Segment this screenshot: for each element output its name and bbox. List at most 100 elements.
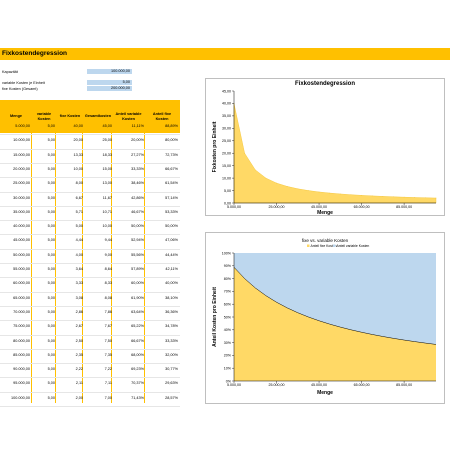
table-cell[interactable]: 45,00 — [102, 124, 112, 128]
table-cell[interactable]: 6,67 — [75, 195, 83, 200]
table-cell[interactable]: 20,00% — [131, 138, 144, 143]
table-cell[interactable]: 40.000,00 — [13, 224, 30, 229]
table-cell[interactable]: 38,10% — [165, 295, 178, 300]
table-cell[interactable]: 13,33 — [73, 152, 83, 157]
table-cell[interactable]: 2,11 — [75, 381, 83, 386]
table-cell[interactable]: 5,00 — [47, 252, 55, 257]
table-cell[interactable]: 2,86 — [75, 309, 83, 314]
table-cell[interactable]: 34,78% — [165, 324, 178, 329]
table-cell[interactable]: 5,00 — [47, 138, 55, 143]
table-cell[interactable]: 75.000,00 — [13, 324, 30, 329]
table-cell[interactable]: 61,90% — [131, 295, 144, 300]
table-cell[interactable]: 50,00% — [131, 224, 144, 229]
table-cell[interactable]: 5,00 — [47, 381, 55, 386]
table-cell[interactable]: 5,00 — [47, 352, 55, 357]
table-cell[interactable]: 29,63% — [165, 381, 178, 386]
table-cell[interactable]: 7,00 — [104, 395, 112, 400]
table-cell[interactable]: 4,00 — [75, 252, 83, 257]
table-cell[interactable]: 33,33% — [165, 338, 178, 343]
table-cell[interactable]: 20,00 — [73, 138, 83, 143]
table-cell[interactable]: 5,00 — [47, 338, 55, 343]
table-cell[interactable]: 52,94% — [131, 238, 144, 243]
table-cell[interactable]: 65,22% — [131, 324, 144, 329]
table-cell[interactable]: 5,00 — [47, 267, 55, 271]
table-cell[interactable]: 38,46% — [131, 181, 144, 186]
table-cell[interactable]: 5,00 — [75, 224, 83, 229]
table-cell[interactable]: 10,00 — [73, 166, 83, 171]
table-cell[interactable]: 3,64 — [75, 267, 83, 271]
table-cell[interactable]: 66,67% — [165, 166, 178, 171]
table-cell[interactable]: 3,33 — [75, 281, 83, 286]
table-cell[interactable]: 5,00 — [47, 152, 55, 157]
table-cell[interactable]: 5,00 — [47, 324, 55, 329]
table-cell[interactable]: 5,00 — [47, 224, 55, 229]
table-cell[interactable]: 55,56% — [131, 252, 144, 257]
table-cell[interactable]: 46,67% — [131, 209, 144, 214]
table-cell[interactable]: 5,00 — [47, 209, 55, 214]
table-cell[interactable]: 7,50 — [104, 338, 112, 343]
table-cell[interactable]: 60.000,00 — [13, 281, 30, 286]
table-cell[interactable]: 88,89% — [165, 124, 178, 128]
table-cell[interactable]: 5,00 — [47, 309, 55, 314]
table-cell[interactable]: 7,67 — [104, 324, 112, 329]
table-cell[interactable]: 10.000,00 — [13, 138, 30, 143]
table-cell[interactable]: 80,00% — [165, 138, 178, 143]
table-cell[interactable]: 30.000,00 — [13, 195, 30, 200]
table-cell[interactable]: 63,64% — [131, 309, 144, 314]
table-cell[interactable]: 32,00% — [165, 352, 178, 357]
table-cell[interactable]: 95.000,00 — [13, 381, 30, 386]
table-cell[interactable]: 50.000,00 — [13, 252, 30, 257]
table-cell[interactable]: 5.000,00 — [15, 124, 30, 128]
table-cell[interactable]: 33,33% — [131, 166, 144, 171]
table-cell[interactable]: 44,44% — [165, 252, 178, 257]
table-cell[interactable]: 25,00 — [102, 138, 112, 143]
table-cell[interactable]: 7,11 — [104, 381, 112, 386]
table-cell[interactable]: 2,00 — [75, 395, 83, 400]
table-cell[interactable]: 69,23% — [131, 367, 144, 372]
table-cell[interactable]: 60,00% — [131, 281, 144, 286]
table-cell[interactable]: 5,00 — [47, 281, 55, 286]
table-cell[interactable]: 100.000,00 — [10, 395, 30, 400]
table-cell[interactable]: 3,08 — [75, 295, 83, 300]
table-cell[interactable]: 53,33% — [165, 209, 178, 214]
table-cell[interactable]: 55.000,00 — [13, 267, 30, 271]
table-cell[interactable]: 65.000,00 — [13, 295, 30, 300]
table-cell[interactable]: 4,44 — [75, 238, 83, 243]
table-cell[interactable]: 57,89% — [131, 267, 144, 271]
input-fixed-cost[interactable]: 200.000,00 — [87, 86, 132, 91]
table-cell[interactable]: 15,00 — [102, 166, 112, 171]
table-cell[interactable]: 5,00 — [47, 166, 55, 171]
table-cell[interactable]: 5,00 — [47, 238, 55, 243]
table-cell[interactable]: 27,27% — [131, 152, 144, 157]
table-cell[interactable]: 11,11% — [131, 124, 144, 128]
table-cell[interactable]: 36,36% — [165, 309, 178, 314]
table-cell[interactable]: 9,44 — [104, 238, 112, 243]
table-cell[interactable]: 8,33 — [104, 281, 112, 286]
table-cell[interactable]: 11,67 — [102, 195, 112, 200]
table-cell[interactable]: 72,73% — [165, 152, 178, 157]
table-cell[interactable]: 7,35 — [104, 352, 112, 357]
table-cell[interactable]: 7,86 — [104, 309, 112, 314]
table-cell[interactable]: 71,43% — [131, 395, 144, 400]
table-cell[interactable]: 25.000,00 — [13, 181, 30, 186]
table-cell[interactable]: 5,00 — [47, 395, 55, 400]
table-cell[interactable]: 5,00 — [47, 124, 55, 128]
table-cell[interactable]: 28,57% — [165, 395, 178, 400]
table-cell[interactable]: 70,37% — [131, 381, 144, 386]
table-cell[interactable]: 42,11% — [165, 267, 178, 271]
table-cell[interactable]: 8,00 — [75, 181, 83, 186]
table-cell[interactable]: 8,08 — [104, 295, 112, 300]
table-cell[interactable]: 2,35 — [75, 352, 83, 357]
table-cell[interactable]: 10,71 — [102, 209, 112, 214]
table-cell[interactable]: 9,00 — [104, 252, 112, 257]
table-cell[interactable]: 2,67 — [75, 324, 83, 329]
table-cell[interactable]: 70.000,00 — [13, 309, 30, 314]
table-cell[interactable]: 40,00% — [165, 281, 178, 286]
table-cell[interactable]: 42,86% — [131, 195, 144, 200]
table-cell[interactable]: 5,00 — [47, 181, 55, 186]
table-cell[interactable]: 18,33 — [102, 152, 112, 157]
table-cell[interactable]: 85.000,00 — [13, 352, 30, 357]
table-cell[interactable]: 5,00 — [47, 367, 55, 372]
table-cell[interactable]: 90.000,00 — [13, 367, 30, 372]
table-cell[interactable]: 57,14% — [165, 195, 178, 200]
